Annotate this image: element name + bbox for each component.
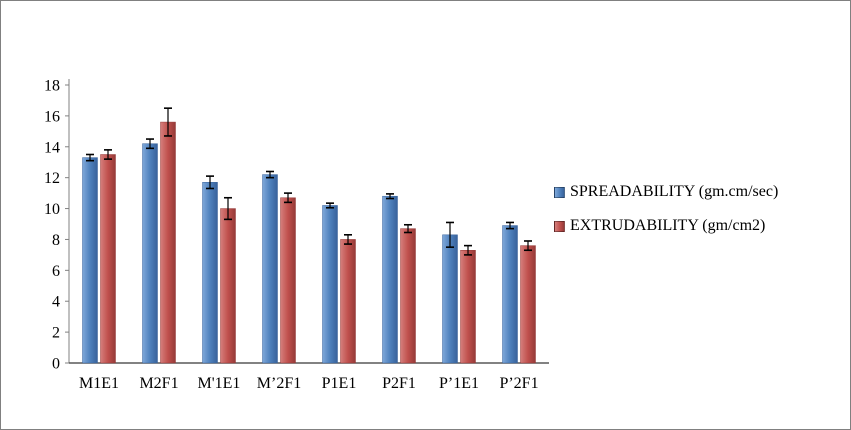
x-category-label: P1E1 <box>322 375 357 392</box>
y-tick-label: 0 <box>52 356 60 373</box>
bar-extrudability-1 <box>100 154 116 364</box>
y-tick-label: 16 <box>44 108 60 125</box>
x-category-label: M’2F1 <box>257 375 301 392</box>
y-tick-label: 12 <box>44 170 60 187</box>
bar-extrudability-2 <box>160 121 176 364</box>
bar-spreadability-2 <box>142 143 158 364</box>
x-category-label: M2F1 <box>139 375 178 392</box>
bar-spreadability-8 <box>502 225 518 364</box>
y-tick-label: 8 <box>52 232 60 249</box>
y-tick-label: 10 <box>44 201 60 218</box>
bar-extrudability-3 <box>220 208 236 364</box>
bar-extrudability-4 <box>280 197 296 364</box>
x-category-label: P’1E1 <box>439 375 479 392</box>
legend-swatch-extrudability-icon <box>554 220 565 232</box>
y-tick-label: 18 <box>44 78 60 95</box>
bar-spreadability-5 <box>322 205 338 364</box>
bar-spreadability-3 <box>202 182 218 364</box>
bar-spreadability-4 <box>262 174 278 364</box>
x-category-label: P2F1 <box>382 375 416 392</box>
bar-spreadability-7 <box>442 234 458 364</box>
bar-extrudability-7 <box>460 250 476 364</box>
legend-label-spreadability: SPREADABILITY (gm.cm/sec) <box>570 183 779 200</box>
legend-item-extrudability: EXTRUDABILITY (gm/cm2) <box>554 217 778 235</box>
legend-item-spreadability: SPREADABILITY (gm.cm/sec) <box>554 183 778 201</box>
y-tick-label: 14 <box>44 139 60 156</box>
x-category-label: M'1E1 <box>198 375 241 392</box>
y-tick-label: 6 <box>52 263 60 280</box>
bar-spreadability-1 <box>82 157 98 364</box>
bar-spreadability-6 <box>382 195 398 364</box>
legend-label-extrudability: EXTRUDABILITY (gm/cm2) <box>570 217 766 234</box>
y-tick-label: 2 <box>52 325 60 342</box>
x-category-label: P’2F1 <box>499 375 538 392</box>
bar-extrudability-6 <box>400 228 416 364</box>
legend-swatch-spreadability-icon <box>554 186 565 198</box>
legend: SPREADABILITY (gm.cm/sec) EXTRUDABILITY … <box>554 183 778 235</box>
bar-extrudability-8 <box>520 245 536 364</box>
y-tick-label: 4 <box>52 294 60 311</box>
x-category-label: M1E1 <box>79 375 119 392</box>
bar-extrudability-5 <box>340 239 356 364</box>
